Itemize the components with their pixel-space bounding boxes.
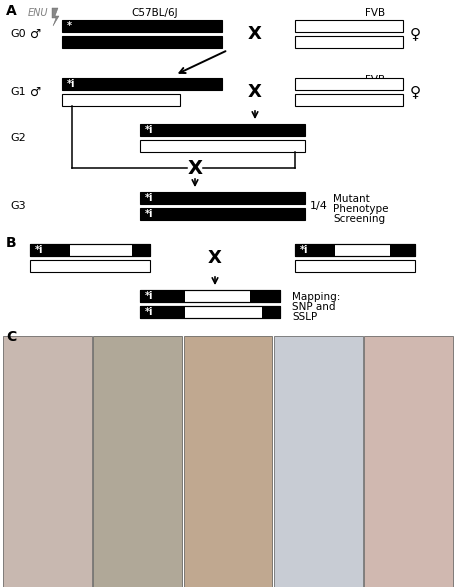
Text: G1: G1 [10, 87, 26, 97]
Text: FVB: FVB [365, 8, 385, 18]
Text: C57BL/6J: C57BL/6J [132, 8, 178, 18]
Text: G3: G3 [10, 201, 26, 211]
Text: Mapping:: Mapping: [292, 292, 340, 302]
Bar [295, 244, 415, 256]
Bar [295, 78, 403, 90]
Bar [3, 336, 92, 587]
Bar [93, 336, 182, 587]
Text: SSLP: SSLP [292, 312, 317, 322]
Bar [250, 290, 280, 302]
Bar [140, 290, 280, 302]
Text: *i: *i [300, 245, 309, 255]
Bar [295, 244, 335, 256]
Bar [62, 94, 180, 106]
Text: *i: *i [145, 193, 154, 203]
Bar [295, 94, 403, 106]
Bar [390, 244, 415, 256]
Bar [140, 208, 305, 220]
Bar [30, 244, 150, 256]
Polygon shape [52, 8, 59, 26]
Bar [140, 290, 280, 302]
Text: A: A [6, 4, 17, 18]
Bar [140, 140, 305, 152]
Bar [364, 336, 453, 587]
Text: *i: *i [35, 245, 44, 255]
Bar [62, 78, 222, 90]
Bar [295, 260, 415, 272]
Text: Screening: Screening [333, 214, 385, 224]
Text: ♂: ♂ [30, 28, 41, 41]
Text: *i: *i [145, 307, 154, 317]
Bar [30, 244, 150, 256]
Bar [295, 20, 403, 32]
Bar [62, 36, 222, 48]
Text: *i: *i [145, 125, 154, 135]
Bar [140, 306, 280, 318]
Bar [262, 306, 280, 318]
Text: G0: G0 [10, 29, 26, 39]
Bar [274, 336, 363, 587]
Text: ♂: ♂ [30, 86, 41, 99]
Bar [30, 260, 150, 272]
Text: C: C [6, 330, 16, 344]
Bar [140, 192, 305, 204]
Text: ♀: ♀ [410, 85, 421, 100]
Text: *i: *i [145, 209, 154, 219]
Text: ♀: ♀ [410, 26, 421, 42]
Text: FVB: FVB [365, 75, 385, 85]
Bar [140, 290, 185, 302]
Bar [132, 244, 150, 256]
Bar [140, 124, 305, 136]
Text: SNP and: SNP and [292, 302, 336, 312]
Text: X: X [248, 83, 262, 101]
Bar [30, 244, 70, 256]
Text: 1/4: 1/4 [310, 201, 328, 211]
Bar [140, 306, 185, 318]
Text: *i: *i [145, 291, 154, 301]
Bar [62, 20, 222, 32]
Text: Phenotype: Phenotype [333, 204, 389, 214]
Text: X: X [208, 249, 222, 267]
Text: X: X [248, 25, 262, 43]
Bar [295, 244, 415, 256]
Text: *: * [67, 21, 72, 31]
Text: G2: G2 [10, 133, 26, 143]
Text: ENU: ENU [28, 8, 48, 18]
Text: B: B [6, 236, 17, 250]
Bar [295, 36, 403, 48]
Text: *i: *i [67, 79, 75, 89]
Text: Mutant: Mutant [333, 194, 370, 204]
Bar [183, 336, 273, 587]
Bar [140, 306, 280, 318]
Text: X: X [188, 158, 202, 177]
